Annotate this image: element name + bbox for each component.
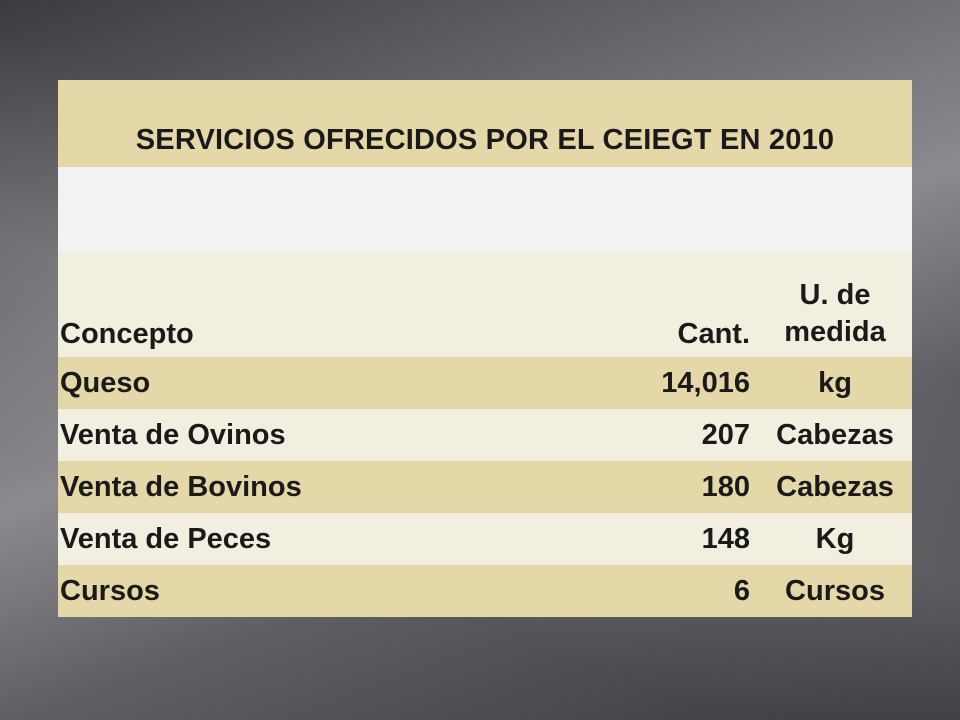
row-concept: Venta de Peces <box>60 523 272 555</box>
row-quantity: 14,016 <box>661 367 750 399</box>
row-unit: Kg <box>815 523 855 555</box>
row-quantity: 180 <box>701 471 750 503</box>
header-concept: Concepto <box>60 318 194 350</box>
table-title: SERVICIOS OFRECIDOS POR EL CEIEGT EN 201… <box>135 124 835 156</box>
row-quantity: 148 <box>701 523 750 555</box>
row-concept: Queso <box>60 367 151 399</box>
table-row: Venta de Bovinos 180 Cabezas <box>58 461 912 513</box>
row-quantity: 207 <box>701 419 750 451</box>
table-row: Venta de Ovinos 207 Cabezas <box>58 409 912 461</box>
row-quantity: 6 <box>733 575 750 607</box>
header-quantity: Cant. <box>677 318 751 350</box>
table-row: Cursos 6 Cursos <box>58 565 912 617</box>
table-title-row: SERVICIOS OFRECIDOS POR EL CEIEGT EN 201… <box>58 80 912 167</box>
table-row: Venta de Peces 148 Kg <box>58 513 912 565</box>
header-unit-line1: U. de <box>799 279 871 311</box>
services-table: SERVICIOS OFRECIDOS POR EL CEIEGT EN 201… <box>58 80 912 617</box>
header-unit: U. de medida <box>758 277 912 357</box>
row-unit: kg <box>818 367 852 399</box>
table-header-row: Concepto Cant. U. de medida <box>58 253 912 357</box>
table-blank-row <box>58 167 912 253</box>
header-unit-line2: medida <box>784 316 886 348</box>
table-row: Queso 14,016 kg <box>58 357 912 409</box>
row-concept: Venta de Bovinos <box>60 471 302 503</box>
row-unit: Cabezas <box>776 419 894 451</box>
row-unit: Cabezas <box>776 471 894 503</box>
row-concept: Cursos <box>60 575 160 607</box>
row-unit: Cursos <box>785 575 885 607</box>
row-concept: Venta de Ovinos <box>60 419 286 451</box>
